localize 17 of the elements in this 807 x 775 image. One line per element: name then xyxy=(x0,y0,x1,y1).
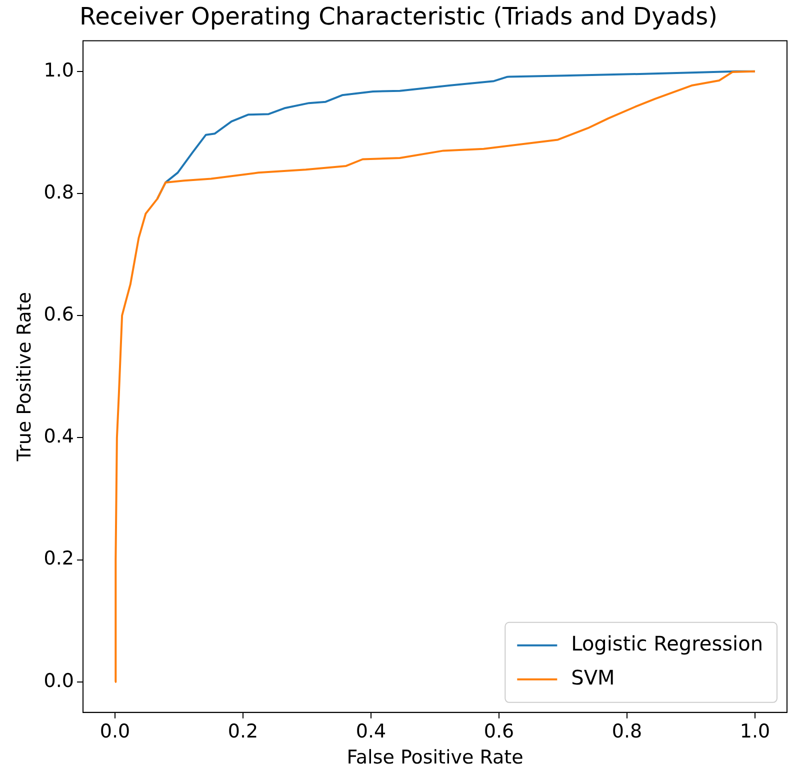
x-tick-label: 0.8 xyxy=(612,720,642,743)
y-tick-label: 0.2 xyxy=(44,548,74,570)
x-tick-label: 0.4 xyxy=(356,720,386,743)
y-tick-label: 0.8 xyxy=(44,181,74,204)
chart-title: Receiver Operating Characteristic (Triads and Dyads) xyxy=(79,2,718,31)
x-tick-label: 0.0 xyxy=(100,720,130,743)
legend-label: SVM xyxy=(571,666,615,690)
x-axis-title: False Positive Rate xyxy=(346,746,524,769)
y-tick-label: 0.0 xyxy=(44,670,74,692)
x-tick-label: 0.2 xyxy=(228,720,258,743)
x-tick-label: 1.0 xyxy=(740,720,770,743)
y-tick-label: 0.4 xyxy=(44,426,74,448)
y-tick-label: 1.0 xyxy=(44,59,74,82)
legend-label: Logistic Regression xyxy=(571,632,764,656)
x-tick-label: 0.6 xyxy=(484,720,514,743)
y-tick-label: 0.6 xyxy=(44,303,74,326)
y-axis-title: True Positive Rate xyxy=(13,292,36,462)
